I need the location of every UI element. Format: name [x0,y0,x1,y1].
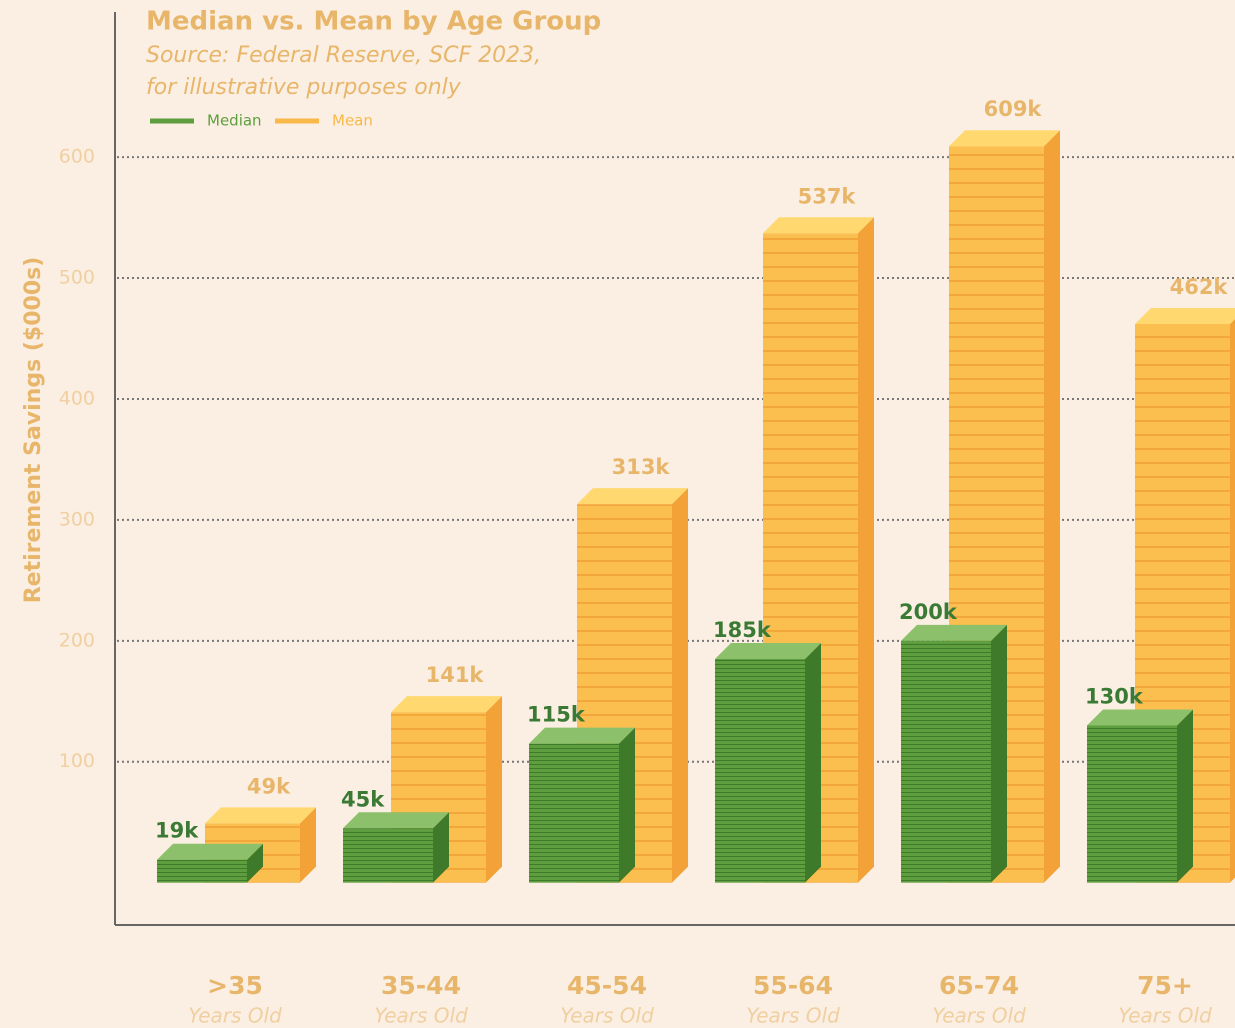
chart-title: Median vs. Mean by Age Group [146,7,601,37]
y-tick-label: 100 [59,750,95,772]
x-tick-sublabel: Years Old [374,1004,468,1028]
legend-label: Median [207,112,262,130]
chart: Median vs. Mean by Age Group Source: Fed… [0,0,1235,1028]
x-tick-sublabel: Years Old [560,1004,654,1028]
bar-top [391,696,502,712]
value-label: 200k [899,600,958,624]
bar [901,641,991,883]
x-tick-sublabel: Years Old [188,1004,282,1028]
x-tick-sublabel: Years Old [1118,1004,1212,1028]
bar [529,744,619,883]
value-label: 49k [247,774,291,798]
bar-side [486,696,502,883]
y-tick-label: 400 [59,387,95,409]
value-label: 19k [155,819,199,843]
value-label: 462k [1170,275,1229,299]
legend-label: Mean [332,112,373,130]
x-tick-label: 65-74 [939,971,1019,1000]
x-tick-label: 75+ [1137,971,1193,1000]
bar [343,828,433,882]
y-tick-label: 600 [59,146,95,168]
bar-side [1177,709,1193,882]
subtitle: Source: Federal Reserve, SCF 2023, [146,43,541,68]
bar-top [715,643,821,659]
x-tick-label: 55-64 [753,971,833,1000]
page: {"chart_data": {"type": "bar", "title": … [0,0,1235,1028]
bar-side [1044,130,1060,882]
bar-top [577,488,688,504]
x-tick-label: 35-44 [381,971,461,1000]
y-tick-label: 200 [59,629,95,651]
bar-side [619,728,635,883]
value-label: 537k [798,184,857,208]
subtitle: for illustrative purposes only [146,75,462,100]
bar-side [858,217,874,882]
y-tick-label: 500 [59,267,95,289]
bar-top [529,728,635,744]
value-label: 141k [426,663,485,687]
bar-top [1087,709,1193,725]
x-tick-label: 45-54 [567,971,647,1000]
bar-top [1135,308,1235,324]
bar-side [1230,308,1235,883]
bar-top [205,807,316,823]
bar-top [763,217,874,233]
bar-top [949,130,1060,146]
bar-top [343,812,449,828]
x-tick-label: >35 [207,971,263,1000]
bar-top [157,844,263,860]
x-tick-sublabel: Years Old [932,1004,1026,1028]
bar [157,860,247,883]
x-tick-sublabel: Years Old [746,1004,840,1028]
bar-top [901,625,1007,641]
bar-side [672,488,688,883]
value-label: 45k [341,787,385,811]
value-label: 115k [527,703,586,727]
bar-side [991,625,1007,883]
y-axis-label: Retirement Savings ($000s) [21,257,46,604]
value-label: 130k [1085,684,1144,708]
value-label: 185k [713,618,772,642]
value-label: 313k [612,455,671,479]
bar-side [805,643,821,883]
bar [1087,725,1177,882]
y-tick-label: 300 [59,508,95,530]
bar [715,659,805,883]
value-label: 609k [984,97,1043,121]
